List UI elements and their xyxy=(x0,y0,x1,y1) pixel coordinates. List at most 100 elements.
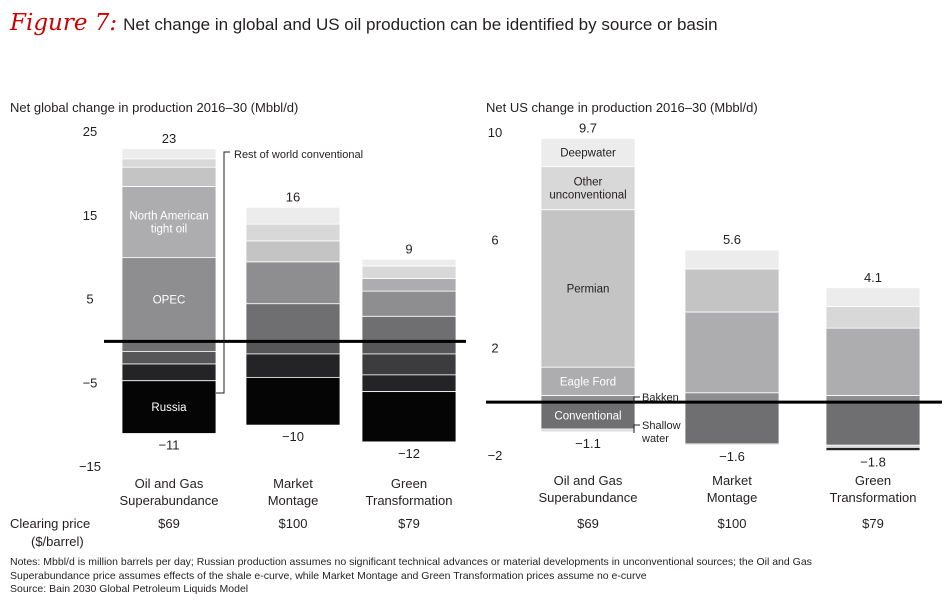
bar-segment xyxy=(245,206,341,225)
y-tick-label: −15 xyxy=(79,459,101,474)
segment-label: Permian xyxy=(567,283,610,295)
category-label: Superabundance xyxy=(538,490,637,505)
bar-segment xyxy=(684,311,780,394)
bar-segment xyxy=(361,290,457,317)
bar-segment xyxy=(361,265,457,279)
segment-label: North American xyxy=(129,211,208,223)
category-label: Market xyxy=(712,473,752,488)
bar-segment xyxy=(540,137,636,168)
y-tick-label: 15 xyxy=(83,208,97,223)
clearing-price: $79 xyxy=(862,516,884,531)
bar-segment xyxy=(361,353,457,376)
clearing-price: $100 xyxy=(279,516,308,531)
category-label: Montage xyxy=(268,493,319,508)
shallow-water-label-1: Shallow xyxy=(642,420,681,432)
bar-segment xyxy=(121,186,217,259)
bar-segment xyxy=(245,376,341,426)
bar-segment xyxy=(540,209,636,368)
bar-segment xyxy=(245,240,341,263)
bar-segment xyxy=(540,428,636,433)
segment-label: unconventional xyxy=(549,190,626,202)
bar-segment xyxy=(361,391,457,443)
category-label: Oil and Gas xyxy=(554,473,623,488)
clearing-price-unit: ($/barrel) xyxy=(31,534,84,549)
bar-segment xyxy=(121,158,217,168)
bar-segment xyxy=(245,261,341,305)
bar-total-negative: −1.1 xyxy=(575,436,601,451)
segment-label: tight oil xyxy=(151,224,187,236)
bakken-leader xyxy=(633,396,640,403)
figure-label: Figure 7: xyxy=(10,10,118,36)
clearing-price: $100 xyxy=(718,516,747,531)
bar-segment xyxy=(825,306,921,329)
bar-total-negative: −10 xyxy=(282,429,304,444)
bar-segment xyxy=(121,166,217,187)
category-label: Superabundance xyxy=(119,493,218,508)
category-label: Transformation xyxy=(366,493,453,508)
right-chart-title: Net US change in production 2016–30 (Mbb… xyxy=(486,100,758,115)
bar-segment xyxy=(121,380,217,434)
rest-of-world-leader xyxy=(216,151,230,394)
bakken-label: Bakken xyxy=(642,392,679,404)
bar-segment xyxy=(684,443,780,446)
rest-of-world-label: Rest of world conventional xyxy=(234,149,363,161)
bar-total-positive: 16 xyxy=(286,189,300,204)
bar-segment xyxy=(245,303,341,342)
bar-total-positive: 23 xyxy=(162,131,176,146)
clearing-price: $69 xyxy=(158,516,180,531)
bar-segment xyxy=(825,401,921,446)
bar-segment xyxy=(825,327,921,396)
bar-total-positive: 4.1 xyxy=(864,270,882,285)
y-tick-label: 6 xyxy=(491,233,498,248)
bar-segment xyxy=(121,257,217,342)
bar-segment xyxy=(361,340,457,355)
bar-total-negative: −11 xyxy=(158,438,179,453)
category-label: Montage xyxy=(707,490,758,505)
category-label: Green xyxy=(391,476,427,491)
bar-segment xyxy=(684,268,780,313)
figure-title-text: Net change in global and US oil producti… xyxy=(123,15,718,34)
bar-segment xyxy=(540,366,636,396)
bar-segment xyxy=(540,166,636,211)
bar-segment xyxy=(361,258,457,267)
y-tick-label: 5 xyxy=(86,292,93,307)
notes-line-1: Notes: Mbbl/d is million barrels per day… xyxy=(10,556,812,568)
bar-segment xyxy=(825,287,921,308)
y-tick-label: −5 xyxy=(83,375,98,390)
segment-label: Conventional xyxy=(554,411,621,423)
bar-segment xyxy=(121,148,217,160)
shallow-water-label-2: water xyxy=(641,433,669,445)
segment-label: Eagle Ford xyxy=(560,376,616,388)
bar-total-negative: −1.6 xyxy=(719,449,745,464)
notes-block: Notes: Mbbl/d is million barrels per day… xyxy=(10,556,940,597)
category-label: Green xyxy=(855,473,891,488)
bar-segment xyxy=(245,353,341,378)
bar-total-positive: 5.6 xyxy=(723,232,741,247)
bar-total-positive: 9 xyxy=(405,241,412,256)
segment-label: Other xyxy=(574,177,603,189)
bar-segment xyxy=(361,278,457,292)
bar-total-negative: −1.8 xyxy=(860,455,886,470)
figure-title: Figure 7: Net change in global and US oil… xyxy=(10,10,718,36)
left-chart-title: Net global change in production 2016–30 … xyxy=(10,100,298,115)
segment-label: Deepwater xyxy=(560,148,616,160)
bar-total-positive: 9.7 xyxy=(579,120,597,135)
bar-segment xyxy=(121,351,217,365)
clearing-price: $79 xyxy=(398,516,420,531)
bar-segment xyxy=(825,446,921,452)
segment-label: OPEC xyxy=(153,295,186,307)
bar-segment xyxy=(684,249,780,270)
bar-segment xyxy=(245,223,341,242)
bar-segment xyxy=(121,363,217,382)
bar-segment xyxy=(361,374,457,393)
bar-total-negative: −12 xyxy=(398,446,420,461)
category-label: Transformation xyxy=(830,490,917,505)
bar-segment xyxy=(361,315,457,342)
notes-line-2: Superabundance price assumes effects of … xyxy=(10,569,647,582)
clearing-price-label: Clearing price xyxy=(10,516,90,531)
category-label: Market xyxy=(273,476,313,491)
y-tick-label: −2 xyxy=(488,448,503,463)
bar-segment xyxy=(540,401,636,430)
bar-segment xyxy=(245,340,341,355)
